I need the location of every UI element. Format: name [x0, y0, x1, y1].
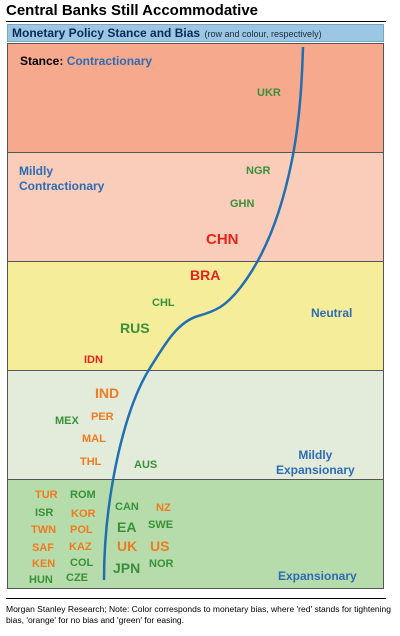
- band-contractionary: Stance: Contractionary: [7, 43, 384, 153]
- country-label-jpn: JPN: [113, 560, 141, 576]
- country-label-kaz: KAZ: [69, 541, 92, 553]
- stance-curve: [102, 46, 305, 581]
- band-label: Mildly Expansionary: [276, 448, 355, 478]
- band-label-line: Mildly: [19, 164, 54, 178]
- country-label-ind: IND: [95, 385, 120, 401]
- stance-value: Contractionary: [66, 54, 153, 68]
- band-label: Neutral: [311, 306, 353, 320]
- country-label-chn: CHN: [206, 231, 239, 248]
- country-label-nor: NOR: [149, 558, 174, 570]
- band-label: Mildly Contractionary: [19, 164, 104, 194]
- band-expansionary: Expansionary: [7, 479, 384, 589]
- country-label-us: US: [150, 538, 170, 554]
- country-label-rom: ROM: [70, 489, 96, 501]
- footer-rule: [6, 598, 386, 599]
- country-label-rus: RUS: [120, 320, 150, 336]
- country-label-saf: SAF: [32, 542, 54, 554]
- band-label: Expansionary: [278, 569, 357, 583]
- country-label-can: CAN: [115, 501, 139, 513]
- country-label-uk: UK: [117, 538, 138, 554]
- header-main-label: Monetary Policy Stance and Bias: [12, 26, 201, 40]
- chart-title: Central Banks Still Accommodative: [6, 2, 259, 19]
- country-label-ea: EA: [117, 519, 137, 535]
- country-label-mal: MAL: [82, 433, 106, 445]
- country-label-col: COL: [70, 557, 94, 569]
- country-label-cze: CZE: [66, 572, 88, 584]
- title-rule: [6, 21, 386, 22]
- country-label-bra: BRA: [190, 267, 221, 283]
- band-mildly-contractionary: Mildly Contractionary: [7, 152, 384, 262]
- country-label-hun: HUN: [29, 574, 53, 586]
- country-label-mex: MEX: [55, 415, 79, 427]
- country-label-idn: IDN: [84, 354, 103, 366]
- country-label-ukr: UKR: [257, 87, 281, 99]
- source-note: Morgan Stanley Research; Note: Color cor…: [6, 604, 391, 625]
- country-label-thl: THL: [80, 456, 102, 468]
- band-label-line: Contractionary: [19, 179, 105, 193]
- country-label-ghn: GHN: [230, 198, 255, 210]
- country-label-pol: POL: [70, 524, 93, 536]
- country-label-per: PER: [91, 411, 114, 423]
- band-label-line: Mildly: [298, 448, 333, 462]
- country-label-kor: KOR: [71, 508, 96, 520]
- country-label-swe: SWE: [148, 519, 174, 531]
- header-sub-label: (row and colour, respectively): [204, 29, 322, 39]
- country-label-aus: AUS: [134, 459, 158, 471]
- country-label-ngr: NGR: [246, 165, 271, 177]
- band-mildly-expansionary: Mildly Expansionary: [7, 370, 384, 480]
- country-label-twn: TWN: [31, 524, 57, 536]
- chart-header: Monetary Policy Stance and Bias (row and…: [7, 24, 384, 42]
- stance-prefix: Stance:: [20, 54, 67, 68]
- country-label-isr: ISR: [35, 507, 54, 519]
- country-label-nz: NZ: [156, 502, 171, 514]
- country-label-chl: CHL: [152, 297, 175, 309]
- country-label-tur: TUR: [35, 489, 58, 501]
- country-label-ken: KEN: [32, 558, 56, 570]
- stance-curve-plot: [102, 46, 305, 581]
- band-label: Stance: Contractionary: [20, 54, 152, 69]
- band-label-line: Expansionary: [276, 463, 355, 477]
